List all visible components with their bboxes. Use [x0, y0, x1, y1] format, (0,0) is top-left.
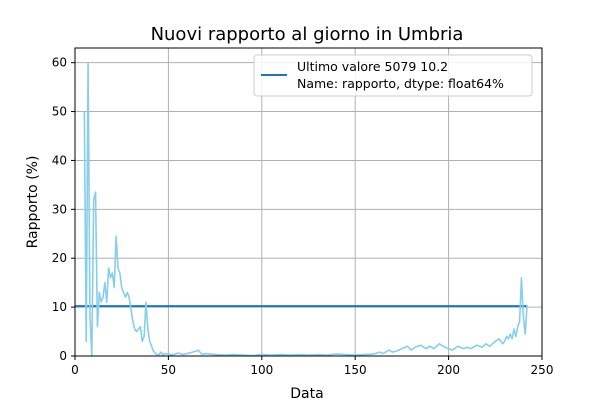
x-tick-label: 100	[250, 363, 273, 377]
series-layer	[83, 61, 528, 357]
x-tick-label: 200	[437, 363, 460, 377]
legend: Ultimo valore 5079 10.2 Name: rapporto, …	[253, 54, 533, 97]
y-tick-label: 50	[52, 105, 67, 119]
x-tick-label: 0	[71, 363, 79, 377]
y-tick-label: 0	[59, 349, 67, 363]
y-tick-label: 10	[52, 300, 67, 314]
series-line	[83, 61, 528, 357]
x-tick-label: 250	[531, 363, 554, 377]
y-tick-label: 60	[52, 56, 67, 70]
x-axis-title: Data	[290, 386, 323, 400]
y-tick-label: 30	[52, 202, 67, 216]
legend-label-line1: Ultimo valore 5079 10.2	[297, 59, 448, 74]
y-tick-label: 20	[52, 251, 67, 265]
y-axis-title: Rapporto (%)	[25, 156, 41, 249]
chart-title: Nuovi rapporto al giorno in Umbria	[151, 24, 464, 45]
plot-frame	[74, 47, 543, 357]
x-tick-label: 50	[161, 363, 176, 377]
x-tick-label: 150	[344, 363, 367, 377]
axis-ticks: 0 50 100 150 200 250 0 10 20 30 40 50 60	[52, 56, 554, 377]
legend-box	[253, 54, 533, 97]
y-tick-label: 40	[52, 153, 67, 167]
legend-label-line2: Name: rapporto, dtype: float64%	[297, 76, 504, 91]
